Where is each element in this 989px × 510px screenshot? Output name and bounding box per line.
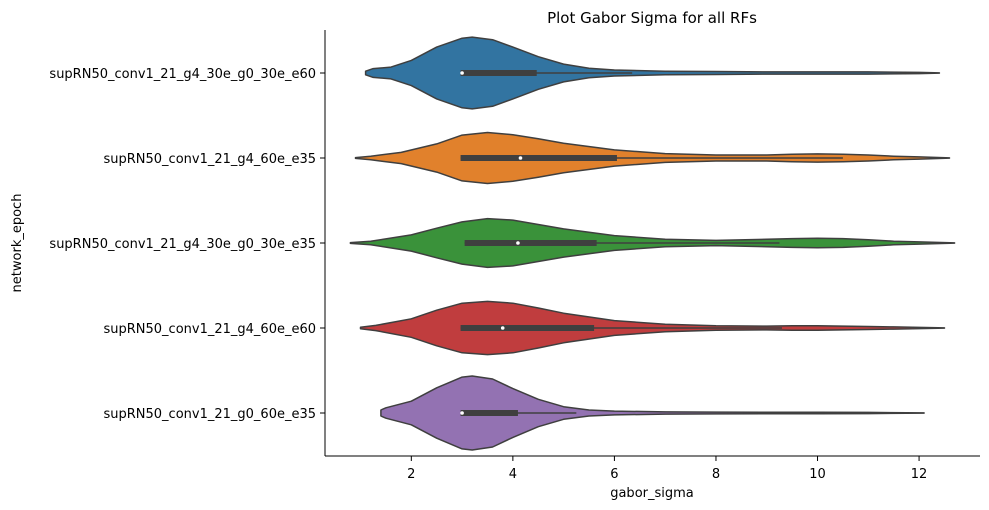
x-tick-label: 8 <box>712 467 720 482</box>
y-tick-label: supRN50_conv1_21_g4_30e_g0_30e_e35 <box>49 237 316 252</box>
median-dot-5 <box>460 411 464 415</box>
x-tick-label: 10 <box>809 467 826 482</box>
x-tick-label: 12 <box>911 467 928 482</box>
boxes-layer <box>460 70 843 416</box>
y-axis-label: network_epoch <box>10 194 25 293</box>
chart-title: Plot Gabor Sigma for all RFs <box>547 9 757 27</box>
violin-1 <box>364 36 941 110</box>
median-dot-1 <box>460 71 464 75</box>
y-tick-label: supRN50_conv1_21_g4_60e_e35 <box>103 152 316 167</box>
y-tick-label: supRN50_conv1_21_g0_60e_e35 <box>103 407 316 422</box>
x-tick-label: 2 <box>407 467 415 482</box>
y-ticks: supRN50_conv1_21_g4_30e_g0_30e_e60 supRN5… <box>49 67 325 422</box>
median-dot-4 <box>500 326 505 330</box>
iqr-box-2 <box>460 155 617 161</box>
x-ticks: 2 4 6 8 10 12 <box>407 456 927 482</box>
iqr-box-4 <box>460 325 595 331</box>
median-dot-2 <box>518 156 523 160</box>
x-tick-label: 6 <box>610 467 618 482</box>
x-tick-label: 4 <box>509 467 517 482</box>
y-tick-label: supRN50_conv1_21_g4_60e_e60 <box>103 322 316 337</box>
violin-5 <box>380 375 925 451</box>
iqr-box-5 <box>460 410 518 416</box>
iqr-box-3 <box>464 240 597 246</box>
iqr-box-1 <box>460 70 537 76</box>
x-axis-label: gabor_sigma <box>610 486 694 501</box>
y-tick-label: supRN50_conv1_21_g4_30e_g0_30e_e60 <box>49 67 316 82</box>
median-dot-3 <box>516 241 520 245</box>
